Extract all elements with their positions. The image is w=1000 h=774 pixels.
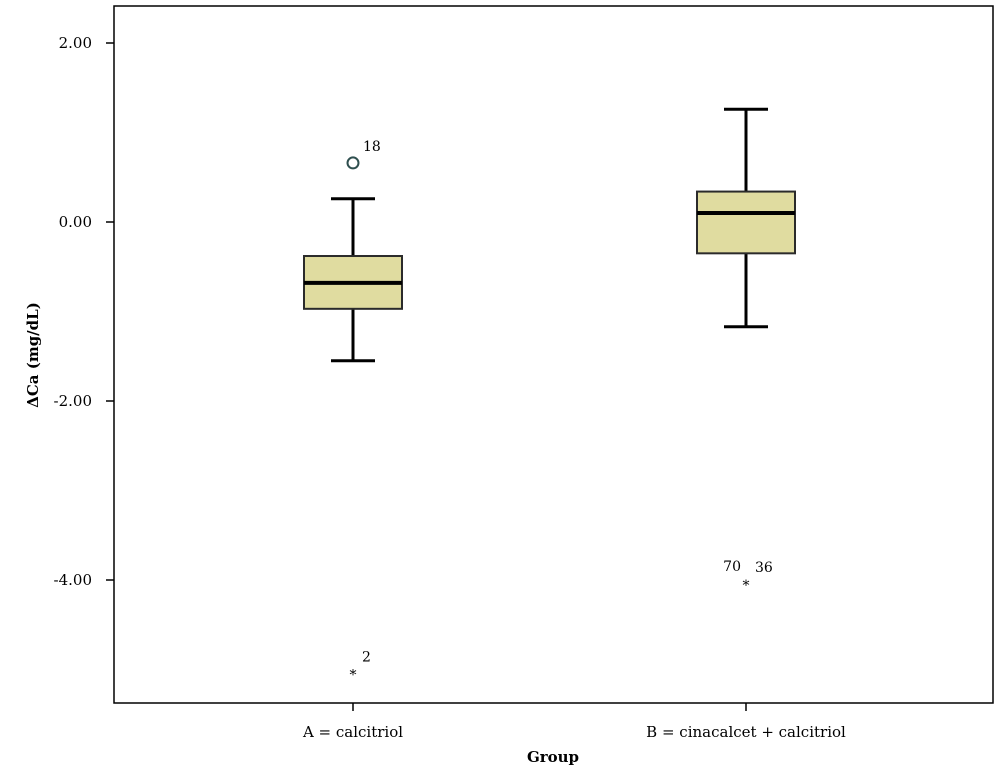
box-group: *70 36 bbox=[696, 107, 796, 594]
outlier-circle bbox=[346, 156, 360, 170]
y-tick-label: 0.00 bbox=[59, 213, 92, 231]
outlier-star: * bbox=[743, 578, 750, 594]
outlier-label: 2 bbox=[362, 650, 371, 666]
y-axis: 2.00 0.00 -2.00 -4.00 bbox=[54, 34, 114, 589]
y-axis-title: ΔCa (mg/dL) bbox=[24, 302, 42, 408]
y-tick-label: -4.00 bbox=[54, 571, 92, 589]
x-tick-label: A = calcitriol bbox=[302, 723, 403, 741]
boxes-layer: 18*2*70 36 bbox=[303, 107, 796, 684]
outlier-star: * bbox=[350, 668, 357, 684]
y-tick-label: 2.00 bbox=[59, 34, 92, 52]
x-axis: A = calcitriol B = cinacalcet + calcitrio… bbox=[302, 703, 846, 741]
box-group: 18 * 2 bbox=[303, 139, 403, 684]
outlier-label: 18 bbox=[363, 139, 381, 155]
x-axis-title: Group bbox=[527, 748, 579, 766]
outlier-label: 70 bbox=[723, 559, 741, 575]
plot-frame bbox=[113, 5, 994, 704]
x-tick-label: B = cinacalcet + calcitriol bbox=[646, 723, 846, 741]
iqr-box bbox=[696, 190, 796, 255]
outlier-label: 36 bbox=[755, 560, 773, 576]
y-tick-label: -2.00 bbox=[54, 392, 92, 410]
